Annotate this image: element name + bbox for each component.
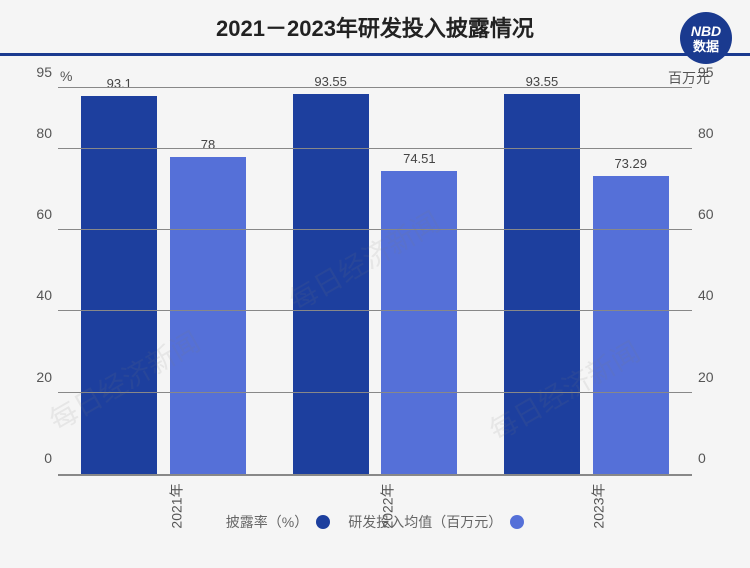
left-tick: 20 [18,369,52,385]
bar-value-label: 73.29 [593,156,669,171]
legend-dot-1 [316,515,330,529]
legend-item-2: 研发投入均值（百万元） [348,512,524,532]
chart-header: 2021－2023年研发投入披露情况 NBD 数据 [0,0,750,56]
logo-text-top: NBD [691,24,721,38]
bar: 93.1 [81,96,157,474]
gridline [58,310,692,311]
bars-container: 93.17893.5574.5193.5573.29 [58,88,692,474]
left-tick: 0 [18,450,52,466]
gridline [58,229,692,230]
nbd-logo: NBD 数据 [680,12,732,64]
bar: 93.55 [504,94,580,474]
right-tick: 20 [698,369,732,385]
bar: 73.29 [593,176,669,474]
bar: 78 [170,157,246,474]
legend: 披露率（%） 研发投入均值（百万元） [0,512,750,532]
legend-dot-2 [510,515,524,529]
bar: 93.55 [293,94,369,474]
left-tick: 60 [18,206,52,222]
gridline [58,87,692,88]
left-tick: 95 [18,64,52,80]
chart-area: % 百万元 93.17893.5574.5193.5573.29 0020204… [0,60,750,538]
bar: 74.51 [381,171,457,474]
chart-title: 2021－2023年研发投入披露情况 [216,11,534,43]
right-tick: 95 [698,64,732,80]
plot-region: 93.17893.5574.5193.5573.29 0020204040606… [58,88,692,476]
bar-value-label: 93.1 [81,76,157,91]
gridline [58,392,692,393]
logo-text-bottom: 数据 [693,40,719,53]
left-tick: 40 [18,287,52,303]
bar-value-label: 78 [170,137,246,152]
legend-label-1: 披露率（%） [226,512,308,532]
gridline [58,148,692,149]
bar-value-label: 74.51 [381,151,457,166]
right-tick: 0 [698,450,732,466]
legend-item-1: 披露率（%） [226,512,330,532]
legend-label-2: 研发投入均值（百万元） [348,512,502,532]
right-tick: 60 [698,206,732,222]
left-axis-label: % [60,68,72,84]
left-tick: 80 [18,125,52,141]
right-tick: 80 [698,125,732,141]
right-tick: 40 [698,287,732,303]
